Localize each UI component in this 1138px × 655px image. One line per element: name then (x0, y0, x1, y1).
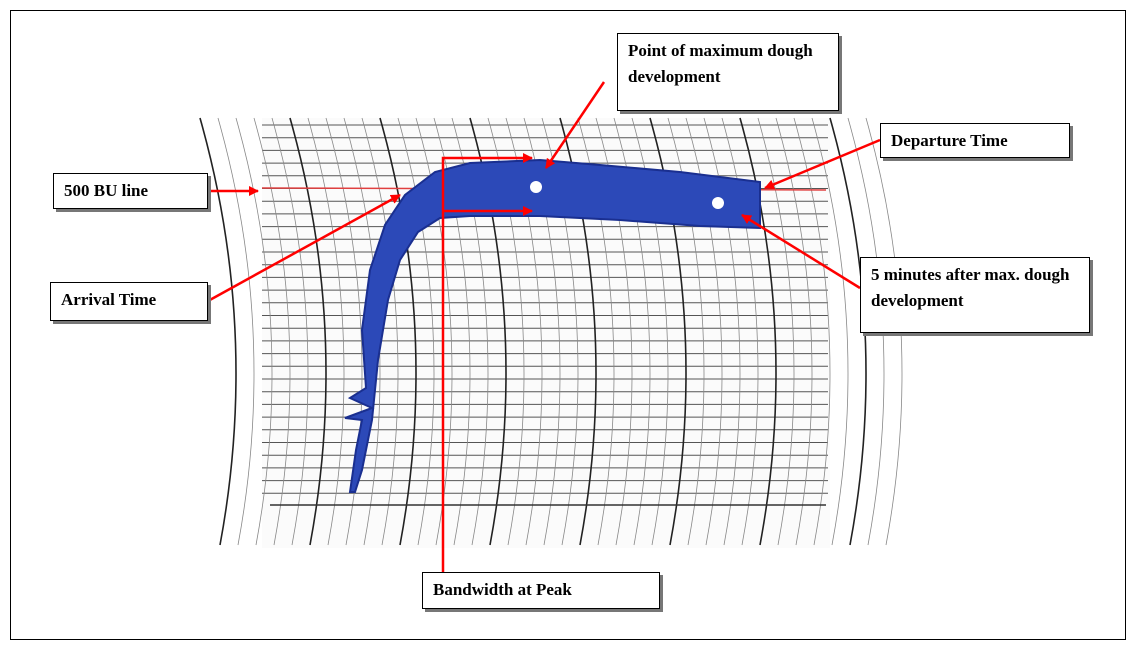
annotation: Arrival Time (50, 282, 208, 321)
page: Point of maximum dough development Depar… (0, 0, 1138, 655)
five-minute-dot (712, 197, 724, 209)
annotation: 500 BU line (53, 173, 208, 209)
annotation: 5 minutes after max. dough development (860, 257, 1090, 333)
annotation: Departure Time (880, 123, 1070, 158)
annotation: Bandwidth at Peak (422, 572, 660, 609)
max-point-dot (530, 181, 542, 193)
annotation: Point of maximum dough development (617, 33, 839, 111)
grid-line (218, 118, 254, 545)
